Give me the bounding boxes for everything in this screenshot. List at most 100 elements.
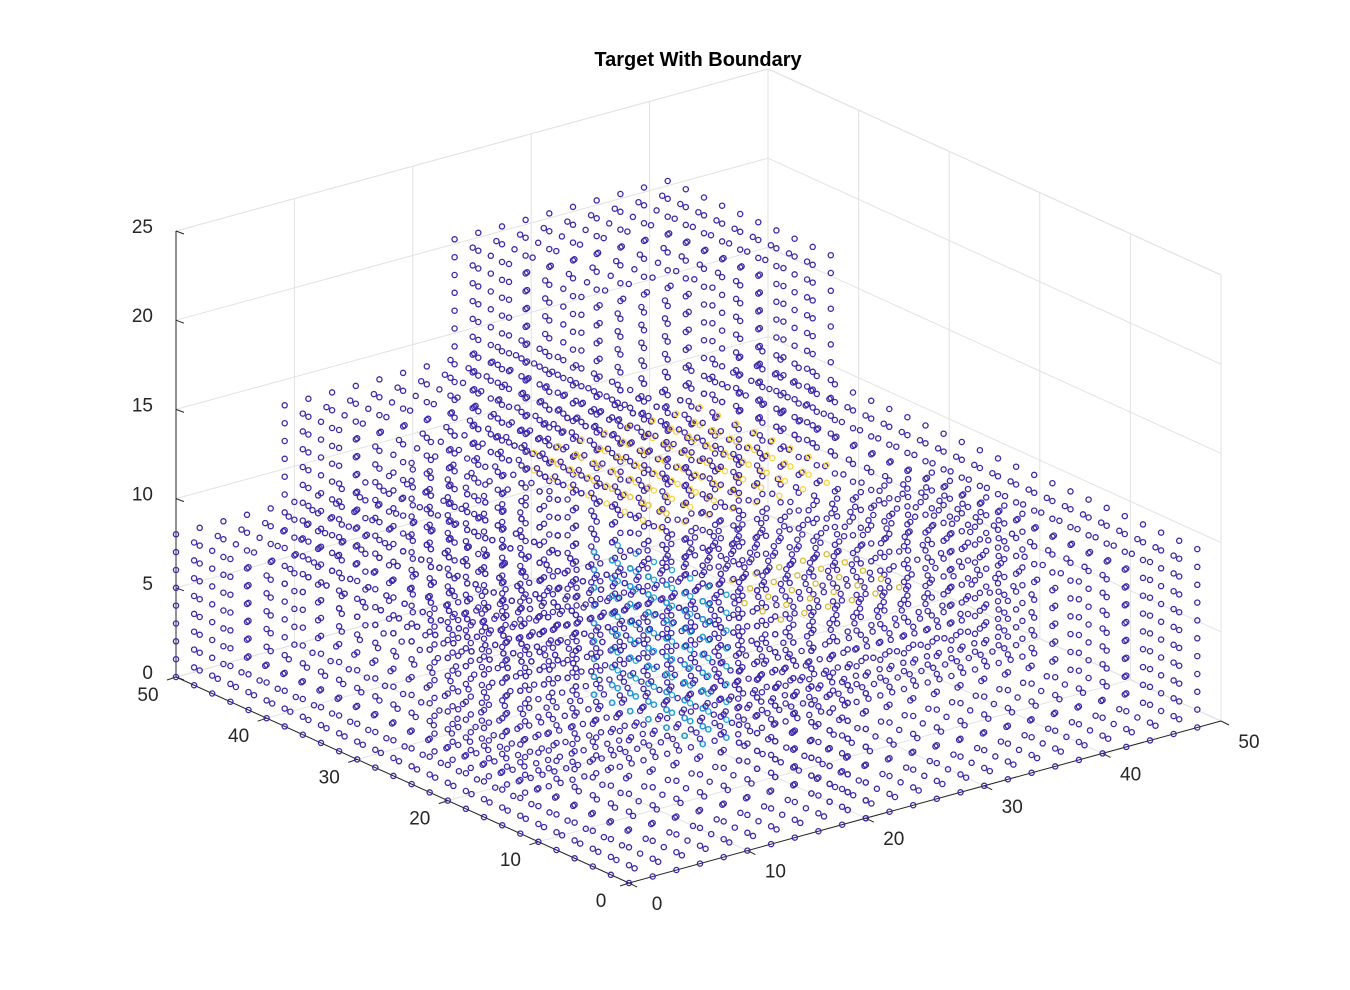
data-point xyxy=(541,348,549,356)
data-point xyxy=(638,428,645,436)
data-point xyxy=(556,610,564,618)
data-point xyxy=(338,485,346,493)
data-point xyxy=(317,739,325,747)
data-point xyxy=(600,691,608,698)
data-point xyxy=(803,383,811,390)
data-point xyxy=(541,330,549,338)
data-point xyxy=(345,523,353,530)
data-point xyxy=(245,653,252,660)
data-point xyxy=(844,582,851,589)
data-point xyxy=(717,641,725,649)
grid-line-floor-y xyxy=(447,638,1040,802)
data-point xyxy=(462,627,470,634)
data-point xyxy=(699,615,706,623)
data-point xyxy=(1075,596,1083,603)
data-point xyxy=(838,803,846,811)
data-point xyxy=(763,505,771,512)
data-point xyxy=(1099,678,1106,686)
data-point xyxy=(472,402,479,410)
data-point xyxy=(390,612,397,619)
data-point xyxy=(475,550,482,558)
data-point xyxy=(328,531,336,539)
data-point xyxy=(636,707,644,715)
data-point xyxy=(880,598,887,606)
data-point xyxy=(443,602,450,609)
data-point xyxy=(463,455,471,462)
data-point xyxy=(698,474,705,481)
data-point xyxy=(487,270,495,277)
data-point xyxy=(645,573,652,580)
data-point xyxy=(645,742,653,749)
data-point xyxy=(461,753,468,760)
data-point xyxy=(519,710,527,718)
data-point xyxy=(718,273,726,281)
data-point xyxy=(756,396,764,403)
data-point xyxy=(661,386,669,393)
data-point xyxy=(736,210,744,218)
data-point xyxy=(971,523,979,531)
data-point xyxy=(317,543,325,550)
data-point xyxy=(345,666,353,673)
data-point xyxy=(560,410,567,417)
data-point xyxy=(523,393,531,401)
data-point xyxy=(408,495,415,502)
data-point xyxy=(489,679,496,687)
data-point xyxy=(376,376,383,383)
data-point xyxy=(214,532,222,540)
data-point xyxy=(764,567,771,574)
data-point xyxy=(470,403,478,411)
data-point xyxy=(614,452,621,460)
data-point xyxy=(749,608,757,615)
axes xyxy=(166,230,1230,888)
data-point xyxy=(844,753,851,760)
data-point xyxy=(686,664,694,671)
data-point xyxy=(1170,570,1177,577)
data-point xyxy=(1146,594,1154,601)
data-point xyxy=(700,229,708,237)
data-point xyxy=(521,682,529,689)
data-point xyxy=(904,475,912,483)
z-tick-mark xyxy=(175,408,185,413)
data-point xyxy=(773,352,780,359)
data-point xyxy=(607,272,614,280)
data-point xyxy=(803,365,811,372)
data-point xyxy=(639,588,647,595)
data-point xyxy=(670,440,677,448)
data-point xyxy=(617,351,624,358)
data-point xyxy=(669,593,677,600)
data-point xyxy=(711,503,719,511)
data-point xyxy=(757,698,765,705)
data-point xyxy=(801,752,808,760)
data-point xyxy=(674,516,681,523)
y-tick-mark xyxy=(257,717,267,722)
data-point xyxy=(759,437,766,444)
data-point xyxy=(1004,704,1012,712)
data-point xyxy=(798,647,805,655)
data-point xyxy=(663,492,670,499)
data-point xyxy=(196,578,203,585)
data-point xyxy=(650,576,658,583)
data-point xyxy=(352,436,360,443)
data-point xyxy=(734,641,742,649)
data-point xyxy=(959,491,967,498)
data-point xyxy=(764,709,771,717)
data-point xyxy=(546,487,553,495)
data-point xyxy=(699,473,706,480)
data-point xyxy=(480,760,488,767)
data-point xyxy=(833,495,841,502)
data-point xyxy=(523,465,531,472)
data-point xyxy=(680,563,688,571)
data-point xyxy=(543,704,550,711)
data-point xyxy=(480,706,488,714)
data-point xyxy=(569,669,576,676)
data-point xyxy=(686,485,694,493)
data-point xyxy=(537,397,545,405)
grid-line-back-z xyxy=(175,336,769,500)
data-point xyxy=(935,507,943,514)
data-point xyxy=(352,543,360,550)
data-point xyxy=(238,526,245,533)
data-point xyxy=(954,505,961,513)
data-point xyxy=(735,372,743,379)
data-point xyxy=(503,638,511,645)
data-point xyxy=(496,600,504,608)
